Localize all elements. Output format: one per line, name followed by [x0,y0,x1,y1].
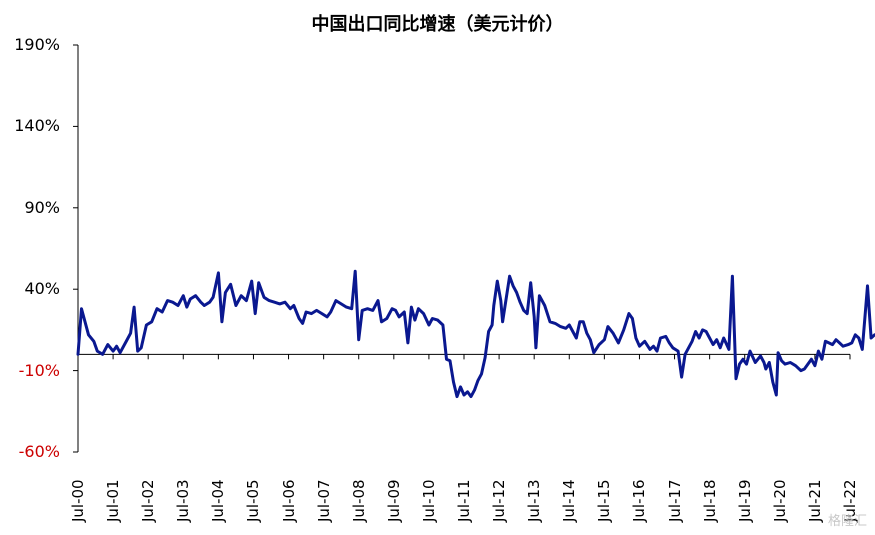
x-tick-label: Jul-02 [139,479,158,522]
x-tick-label: Jul-10 [419,479,438,522]
x-tick-label: Jul-09 [384,479,403,522]
x-tick-label: Jul-12 [490,479,509,522]
watermark-text: 格隆汇 [827,514,867,529]
y-tick-label: 40% [24,279,60,299]
x-tick-label: Jul-20 [770,479,789,522]
series-line [76,269,875,399]
x-tick-label: Jul-17 [665,479,684,522]
x-tick-label: Jul-06 [279,479,298,522]
y-tick-label: 90% [24,197,60,217]
x-tick-label: Jul-05 [244,479,263,522]
x-tick-label: Jul-08 [349,479,368,522]
x-tick-label: Jul-04 [209,479,228,522]
x-tick-label: Jul-01 [104,479,123,522]
x-tick-label: Jul-13 [525,479,544,522]
chart-title: 中国出口同比增速（美元计价） [311,14,564,35]
x-tick-label: Jul-00 [69,479,87,522]
y-tick-label: 190% [14,35,60,54]
y-tick-label: 140% [14,116,60,136]
x-tick-label: Jul-11 [455,479,473,522]
x-tick-label: Jul-16 [630,479,649,522]
x-tick-label: Jul-14 [560,479,579,522]
y-tick-label: -60% [18,442,60,461]
y-tick-label: -10% [18,360,60,380]
x-tick-label: Jul-18 [700,479,719,522]
x-tick-label: Jul-15 [595,479,614,522]
x-tick-label: Jul-07 [314,479,333,522]
x-tick-label: Jul-21 [805,479,824,522]
x-tick-label: Jul-19 [735,479,754,522]
x-tick-label: Jul-03 [174,479,193,522]
